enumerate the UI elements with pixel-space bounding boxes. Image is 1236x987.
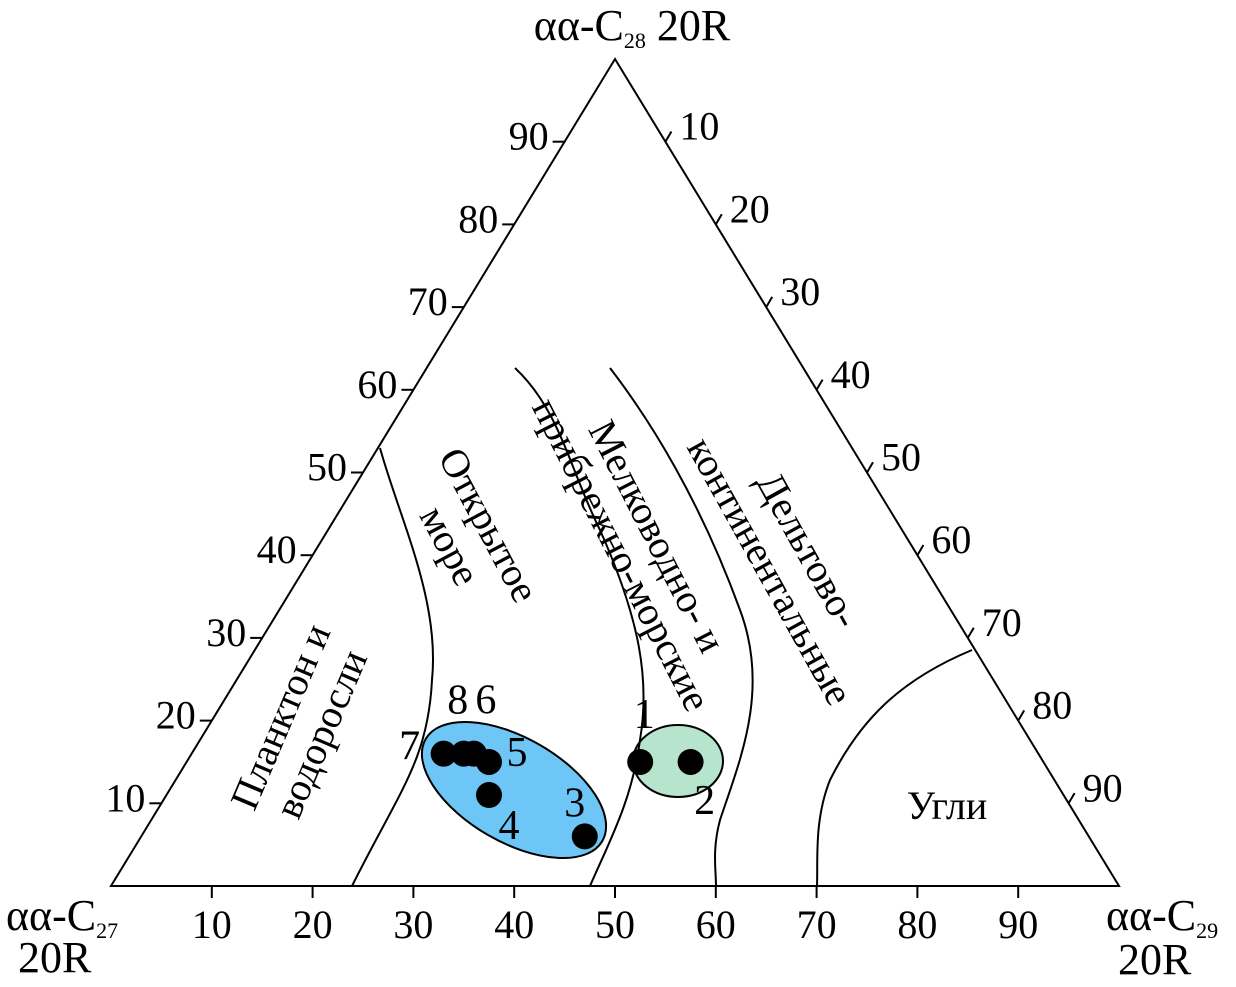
tick-label-bottom: 50 xyxy=(595,902,635,947)
corner-label-left-line2: 20R xyxy=(18,933,92,982)
data-point-4 xyxy=(476,782,502,809)
tick-labels: 1010902020803030704040605050506060407070… xyxy=(105,104,1122,947)
tick-label-right: 60 xyxy=(931,517,971,562)
tick-label-right: 90 xyxy=(1083,765,1123,810)
tick-label-right: 50 xyxy=(881,435,921,480)
point-label-7: 7 xyxy=(399,724,420,770)
point-label-8: 8 xyxy=(447,678,468,724)
facies-boundary-4 xyxy=(816,649,973,887)
facies-boundary-3 xyxy=(609,367,754,887)
corner-label-right: αα-C29 xyxy=(1106,891,1218,943)
tick-label-left: 50 xyxy=(307,445,347,490)
tick-right-40 xyxy=(916,544,925,556)
point-label-6: 6 xyxy=(475,678,496,724)
facies-boundary-1 xyxy=(351,447,434,887)
data-point-7 xyxy=(430,740,457,767)
point-labels: 12 34 56 78 xyxy=(399,678,715,849)
facies-boundaries xyxy=(351,367,973,887)
region-label-4: Дельтово-континентальные xyxy=(678,408,901,712)
tick-label-left: 80 xyxy=(458,196,498,241)
tick-label-left: 90 xyxy=(509,114,549,159)
point-label-3: 3 xyxy=(564,780,585,826)
tick-label-right: 40 xyxy=(831,352,871,397)
tick-label-left: 30 xyxy=(206,610,246,655)
tick-right-50 xyxy=(866,461,874,474)
tick-label-right: 20 xyxy=(730,186,770,231)
tick-label-left: 10 xyxy=(105,775,145,820)
tick-label-bottom: 80 xyxy=(897,902,937,947)
facies-boundary-2 xyxy=(514,367,645,887)
region-label-3: Мелководно- иприбрежно-морские xyxy=(523,372,755,718)
tick-label-right: 80 xyxy=(1032,683,1072,728)
tick-right-10 xyxy=(1067,792,1076,804)
region-label-5: Угли xyxy=(907,783,988,828)
tick-label-right: 30 xyxy=(780,269,820,314)
tick-label-right: 10 xyxy=(679,104,719,149)
data-point-2 xyxy=(677,748,704,775)
region-label-2: Открытоеморе xyxy=(391,440,548,630)
tick-label-bottom: 60 xyxy=(696,902,736,947)
tick-right-70 xyxy=(765,296,774,308)
tick-label-left: 20 xyxy=(156,693,196,738)
data-point-1 xyxy=(627,748,654,775)
tick-right-20 xyxy=(1017,709,1026,722)
tick-label-bottom: 10 xyxy=(192,902,232,947)
point-label-5: 5 xyxy=(507,730,528,776)
tick-label-bottom: 30 xyxy=(393,902,433,947)
corner-label-right-line2: 20R xyxy=(1118,935,1192,984)
data-point-3 xyxy=(571,823,598,850)
tick-label-bottom: 70 xyxy=(797,902,837,947)
tick-right-60 xyxy=(815,379,824,391)
tick-label-bottom: 40 xyxy=(494,902,534,947)
tick-label-bottom: 90 xyxy=(998,902,1038,947)
data-points xyxy=(430,740,704,850)
point-label-1: 1 xyxy=(634,692,655,738)
point-label-4: 4 xyxy=(499,803,520,849)
tick-label-right: 70 xyxy=(982,600,1022,645)
tick-right-30 xyxy=(966,627,975,639)
corner-label-top: αα-C28 20R xyxy=(534,1,731,53)
data-point-8 xyxy=(450,740,477,767)
point-label-2: 2 xyxy=(694,778,715,824)
tick-label-bottom: 20 xyxy=(293,902,333,947)
group-ellipse-blue xyxy=(420,720,608,860)
tick-right-80 xyxy=(714,213,723,225)
tick-label-left: 70 xyxy=(408,279,448,324)
tick-label-left: 40 xyxy=(257,527,297,572)
tick-right-90 xyxy=(664,130,673,143)
corner-label-left: αα-C27 xyxy=(6,891,118,943)
tick-label-left: 60 xyxy=(357,362,397,407)
